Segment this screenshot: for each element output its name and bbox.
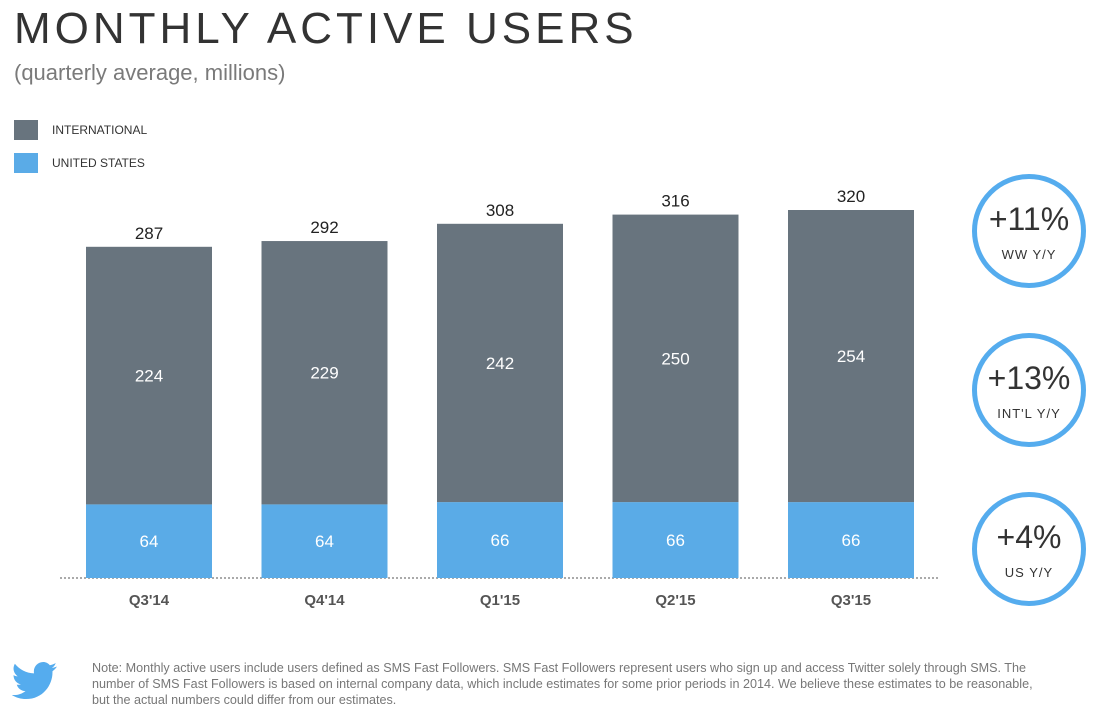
data-label-us-3: 66 bbox=[666, 531, 685, 550]
legend-swatch-united-states bbox=[14, 153, 38, 173]
data-label-international-3: 250 bbox=[661, 349, 689, 368]
legend-swatch-international bbox=[14, 120, 38, 140]
bar-us-2 bbox=[437, 502, 563, 578]
bar-international-4 bbox=[788, 210, 914, 503]
legend-label-international: INTERNATIONAL bbox=[52, 123, 148, 137]
x-tick-label-2: Q1'15 bbox=[480, 592, 520, 609]
bar-us-4 bbox=[788, 502, 914, 578]
bar-international-3 bbox=[612, 214, 739, 503]
twitter-bird-icon bbox=[12, 662, 58, 700]
kpi-value-us: +4% bbox=[996, 519, 1062, 555]
data-label-total-1: 292 bbox=[310, 218, 338, 237]
bar-international-1 bbox=[261, 241, 388, 505]
data-label-total-0: 287 bbox=[135, 224, 163, 243]
legend-item-international: INTERNATIONAL bbox=[14, 119, 147, 141]
data-label-us-1: 64 bbox=[315, 532, 334, 551]
legend-item-united-states: UNITED STATES bbox=[14, 152, 145, 174]
x-tick-label-1: Q4'14 bbox=[304, 592, 345, 609]
kpi-circle-intl: +13% INT'L Y/Y bbox=[972, 333, 1086, 447]
kpi-circle-ww: +11% WW Y/Y bbox=[972, 174, 1086, 288]
kpi-label-ww: WW Y/Y bbox=[1001, 247, 1057, 262]
kpi-value-intl: +13% bbox=[987, 360, 1071, 396]
kpi-label-intl: INT'L Y/Y bbox=[997, 406, 1061, 421]
data-label-total-3: 316 bbox=[661, 192, 689, 211]
legend-label-united-states: UNITED STATES bbox=[52, 156, 145, 170]
bar-international-2 bbox=[437, 223, 563, 503]
kpi-value-ww: +11% bbox=[988, 201, 1070, 237]
data-label-us-0: 64 bbox=[140, 532, 159, 551]
bar-us-0 bbox=[86, 504, 212, 578]
footer-note: Note: Monthly active users include users… bbox=[92, 661, 1033, 707]
x-tick-label-0: Q3'14 bbox=[129, 592, 170, 609]
data-label-international-4: 254 bbox=[837, 347, 865, 366]
data-label-total-4: 320 bbox=[837, 187, 865, 206]
stacked-bar-chart: 64 224 287 Q3'14 64 229 292 Q4'14 66 242 308 Q1'15 6… bbox=[60, 187, 938, 609]
kpi-circle-us: +4% US Y/Y bbox=[972, 492, 1086, 606]
kpi-label-us: US Y/Y bbox=[1004, 565, 1054, 580]
data-label-international-2: 242 bbox=[486, 354, 514, 373]
x-tick-label-3: Q2'15 bbox=[655, 592, 695, 609]
data-label-us-2: 66 bbox=[491, 531, 510, 550]
bar-us-1 bbox=[261, 504, 388, 578]
x-tick-label-4: Q3'15 bbox=[831, 592, 871, 609]
page-title: MONTHLY ACTIVE USERS bbox=[14, 4, 638, 53]
data-label-international-0: 224 bbox=[135, 367, 163, 386]
bar-us-3 bbox=[612, 502, 739, 578]
data-label-us-4: 66 bbox=[842, 531, 861, 550]
page-subtitle: (quarterly average, millions) bbox=[14, 60, 286, 85]
data-label-total-2: 308 bbox=[486, 201, 514, 220]
bar-international-0 bbox=[86, 246, 212, 505]
data-label-international-1: 229 bbox=[310, 364, 338, 383]
bars-group: 64 224 287 Q3'14 64 229 292 Q4'14 66 242 308 Q1'15 6… bbox=[86, 187, 914, 609]
